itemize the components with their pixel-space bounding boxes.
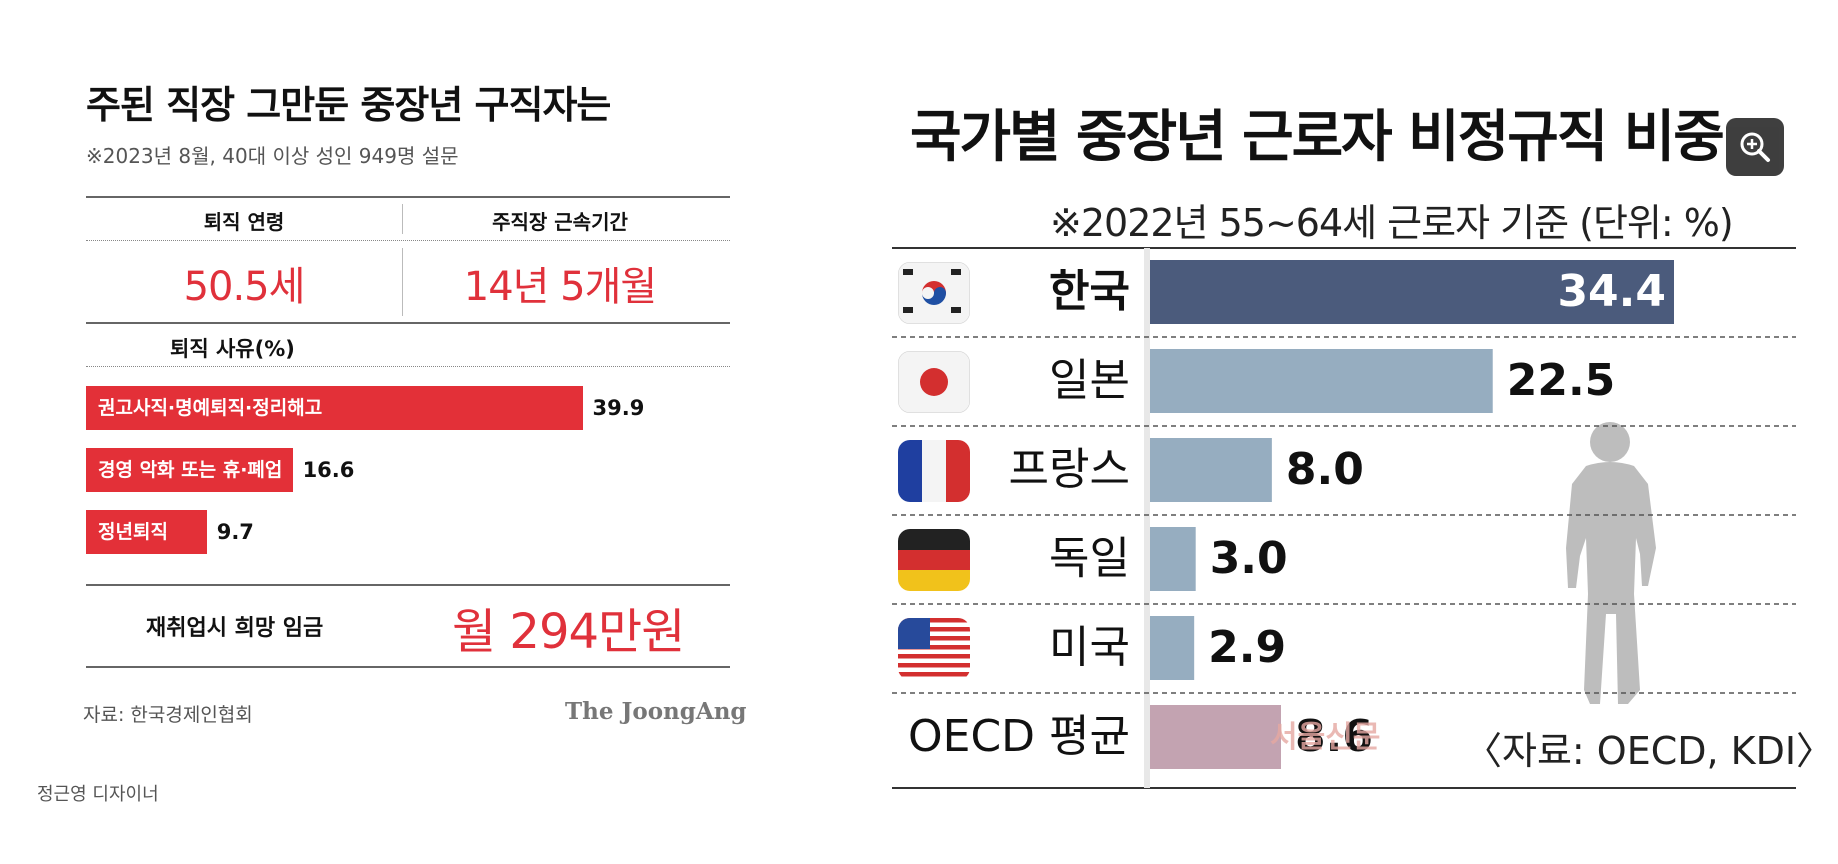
flag-trigram: [951, 269, 961, 275]
value-label: 2.9: [1208, 622, 1286, 673]
country-bar: [1150, 527, 1196, 591]
flag-stripe: [898, 654, 970, 659]
divider: [402, 248, 403, 316]
retirement-infographic: 주된 직장 그만둔 중장년 구직자는 ※2023년 8월, 40대 이상 성인 …: [0, 0, 860, 864]
divider: [86, 584, 730, 586]
wage-label: 재취업시 희망 임금: [146, 616, 324, 641]
country-bar: [1150, 438, 1272, 502]
flag-trigram: [951, 307, 961, 313]
value-label: 22.5: [1507, 355, 1616, 406]
infographic-title: 주된 직장 그만둔 중장년 구직자는: [86, 83, 611, 127]
reason-bar: 경영 악화 또는 휴·폐업: [86, 448, 293, 492]
value-label: 3.0: [1210, 533, 1288, 584]
flag-canton: [898, 618, 930, 649]
chart-title: 국가별 중장년 근로자 비정규직 비중: [910, 105, 1725, 170]
brand-logo: The JoongAng: [565, 698, 747, 725]
flag-red: [898, 550, 970, 570]
flag-stripe: [898, 618, 970, 623]
nonregular-chart-panel: 국가별 중장년 근로자 비정규직 비중 ※2022년 55~64세 근로자 기준…: [880, 0, 1838, 864]
reason-value: 39.9: [592, 396, 645, 420]
country-bar: [1150, 349, 1493, 413]
country-label: 독일: [1049, 533, 1130, 584]
japan-flag-icon: [898, 351, 970, 413]
france-flag-icon: [898, 440, 970, 502]
designer-credit: 정근영 디자이너: [37, 784, 159, 805]
reasons-title: 퇴직 사유(%): [170, 337, 295, 361]
wage-value: 월 294만원: [452, 604, 685, 660]
reason-label: 권고사직·명예퇴직·정리해고: [98, 397, 323, 419]
source-text: 〈자료: OECD, KDI〉: [1464, 729, 1835, 773]
country-label: 한국: [1049, 266, 1130, 317]
value-label: 8.6: [1295, 711, 1373, 762]
flag-trigram: [903, 269, 913, 275]
country-bar-chart: 한국 34.4 일본 22.5 프랑스 8.0 독일 3.0 미국 2.9 OECD 평균 8.6: [892, 247, 1796, 789]
flag-stripe: [898, 636, 970, 641]
divider: [86, 366, 730, 367]
country-label: 일본: [1049, 355, 1130, 406]
flag-blue: [898, 440, 922, 502]
axis-shade: [1144, 248, 1150, 788]
reason-bar: 정년퇴직: [86, 510, 207, 554]
divider: [86, 322, 730, 324]
flag-stripe: [898, 627, 970, 632]
korea-flag-icon: [898, 262, 970, 324]
reason-value: 16.6: [302, 458, 355, 482]
value-label: 34.4: [1557, 266, 1666, 317]
flag-stripe: [898, 672, 970, 677]
germany-flag-icon: [898, 529, 970, 591]
usa-flag-icon: [898, 618, 970, 677]
country-label: 미국: [1049, 622, 1130, 673]
flag-white: [922, 440, 946, 502]
tenure-label: 주직장 근속기간: [492, 210, 628, 234]
flag-red: [946, 440, 970, 502]
zoom-in-icon: [1740, 132, 1770, 162]
divider: [86, 666, 730, 668]
source-text: 자료: 한국경제인협회: [83, 704, 253, 726]
reason-label: 경영 악화 또는 휴·폐업: [98, 459, 283, 481]
country-label: 프랑스: [1009, 444, 1130, 495]
watermark: 서울신문: [1270, 720, 1381, 755]
flag-blue: [922, 287, 946, 305]
divider: [86, 240, 730, 241]
country-label: OECD 평균: [908, 711, 1130, 762]
worker-silhouette: [1566, 422, 1656, 704]
flag-gold: [898, 570, 970, 591]
reason-value: 9.7: [216, 520, 254, 544]
flag-stripe: [898, 645, 970, 650]
flag-trigram: [903, 307, 913, 313]
infographic-subtitle: ※2023년 8월, 40대 이상 성인 949명 설문: [86, 144, 459, 168]
reason-label: 정년퇴직: [98, 521, 168, 543]
value-label: 8.0: [1286, 444, 1364, 495]
chart-subtitle: ※2022년 55~64세 근로자 기준 (단위: %): [1050, 201, 1734, 245]
reason-bar: 권고사직·명예퇴직·정리해고: [86, 386, 583, 430]
country-bar: [1150, 705, 1281, 769]
divider: [402, 204, 403, 234]
tenure-value: 14년 5개월: [463, 264, 657, 310]
flag-stripe: [898, 663, 970, 668]
country-bar: [1150, 616, 1195, 680]
retire-age-label: 퇴직 연령: [203, 210, 285, 234]
flag-black: [898, 529, 970, 550]
divider: [86, 196, 730, 198]
flag-sun: [920, 368, 948, 396]
country-bar: [1150, 260, 1674, 324]
zoom-button[interactable]: [1726, 118, 1784, 176]
retire-age-value: 50.5세: [183, 264, 306, 310]
